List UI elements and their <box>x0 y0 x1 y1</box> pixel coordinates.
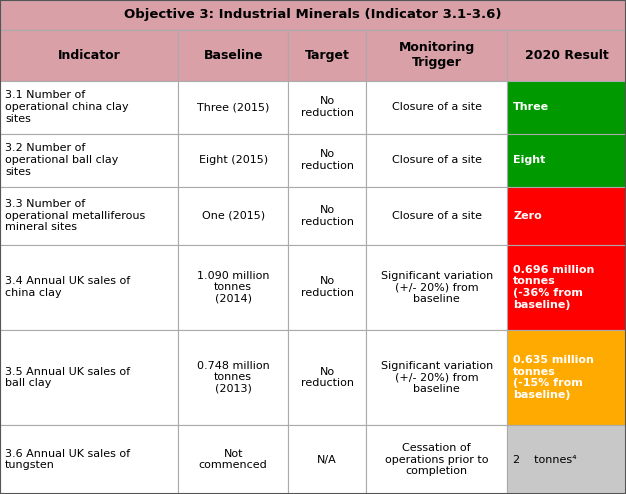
Bar <box>288 329 366 425</box>
Bar <box>0 133 178 187</box>
Text: Not
commenced: Not commenced <box>199 449 267 470</box>
Text: 0.748 million
tonnes
(2013): 0.748 million tonnes (2013) <box>197 361 270 394</box>
Text: 1.090 million
tonnes
(2014): 1.090 million tonnes (2014) <box>197 271 269 304</box>
Bar <box>0 187 178 245</box>
Text: Eight: Eight <box>513 155 545 165</box>
Text: Target: Target <box>305 48 349 62</box>
Text: Significant variation
(+/- 20%) from
baseline: Significant variation (+/- 20%) from bas… <box>381 361 493 394</box>
Text: Cessation of
operations prior to
completion: Cessation of operations prior to complet… <box>385 443 488 476</box>
Text: Significant variation
(+/- 20%) from
baseline: Significant variation (+/- 20%) from bas… <box>381 271 493 304</box>
Bar <box>366 187 507 245</box>
Text: Closure of a site: Closure of a site <box>392 211 481 221</box>
Text: N/A: N/A <box>317 454 337 464</box>
Bar <box>178 133 288 187</box>
Bar <box>288 187 366 245</box>
Text: Indicator: Indicator <box>58 48 121 62</box>
Bar <box>178 245 288 329</box>
Text: No
reduction: No reduction <box>300 96 354 118</box>
Bar <box>366 30 507 81</box>
Text: No
reduction: No reduction <box>300 367 354 388</box>
Bar <box>507 81 626 133</box>
Bar <box>0 245 178 329</box>
Bar <box>366 245 507 329</box>
Text: 3.3 Number of
operational metalliferous
mineral sites: 3.3 Number of operational metalliferous … <box>5 199 145 232</box>
Text: 3.4 Annual UK sales of
china clay: 3.4 Annual UK sales of china clay <box>5 277 130 298</box>
Bar <box>0 425 178 494</box>
Bar <box>288 30 366 81</box>
Text: 2020 Result: 2020 Result <box>525 48 608 62</box>
Bar <box>0 81 178 133</box>
Bar <box>366 329 507 425</box>
Bar <box>288 245 366 329</box>
Bar <box>507 187 626 245</box>
Bar <box>507 30 626 81</box>
Text: 3.5 Annual UK sales of
ball clay: 3.5 Annual UK sales of ball clay <box>5 367 130 388</box>
Text: Closure of a site: Closure of a site <box>392 102 481 112</box>
Text: Eight (2015): Eight (2015) <box>198 155 268 165</box>
Bar <box>507 329 626 425</box>
Text: No
reduction: No reduction <box>300 277 354 298</box>
Text: One (2015): One (2015) <box>202 211 265 221</box>
Bar <box>0 30 178 81</box>
Bar <box>288 425 366 494</box>
Bar <box>178 81 288 133</box>
Bar <box>178 425 288 494</box>
Text: Closure of a site: Closure of a site <box>392 155 481 165</box>
Bar <box>366 81 507 133</box>
Text: Objective 3: Industrial Minerals (Indicator 3.1-3.6): Objective 3: Industrial Minerals (Indica… <box>124 8 502 21</box>
Text: 0.635 million
tonnes
(-15% from
baseline): 0.635 million tonnes (-15% from baseline… <box>513 355 594 400</box>
Text: 0.696 million
tonnes
(-36% from
baseline): 0.696 million tonnes (-36% from baseline… <box>513 265 595 310</box>
Text: 3.1 Number of
operational china clay
sites: 3.1 Number of operational china clay sit… <box>5 90 128 124</box>
Bar <box>288 133 366 187</box>
Text: Baseline: Baseline <box>203 48 263 62</box>
Text: 3.6 Annual UK sales of
tungsten: 3.6 Annual UK sales of tungsten <box>5 449 130 470</box>
Bar <box>288 81 366 133</box>
Bar <box>178 187 288 245</box>
Text: Zero: Zero <box>513 211 542 221</box>
Bar <box>507 425 626 494</box>
Text: Three: Three <box>513 102 549 112</box>
Text: No
reduction: No reduction <box>300 149 354 171</box>
Bar <box>366 425 507 494</box>
Text: 2    tonnes⁴: 2 tonnes⁴ <box>513 454 577 464</box>
Bar <box>507 245 626 329</box>
Bar <box>0 329 178 425</box>
Text: Monitoring
Trigger: Monitoring Trigger <box>399 41 475 69</box>
Text: Three (2015): Three (2015) <box>197 102 269 112</box>
Bar <box>507 133 626 187</box>
Bar <box>178 30 288 81</box>
Text: No
reduction: No reduction <box>300 205 354 227</box>
Bar <box>178 329 288 425</box>
Bar <box>0 0 626 30</box>
Bar <box>366 133 507 187</box>
Text: 3.2 Number of
operational ball clay
sites: 3.2 Number of operational ball clay site… <box>5 143 118 177</box>
